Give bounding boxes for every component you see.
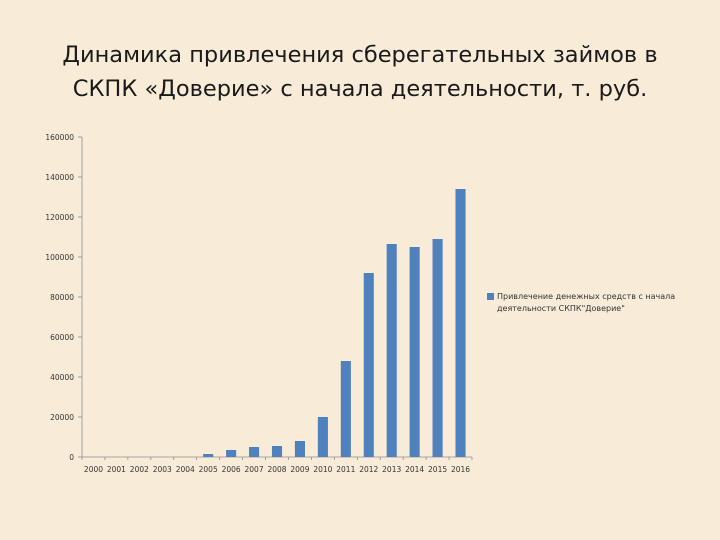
bar — [203, 454, 214, 457]
y-tick-label: 140000 — [45, 173, 74, 182]
x-tick-label: 2009 — [290, 465, 309, 474]
x-tick-label: 2013 — [382, 465, 401, 474]
y-tick-label: 20000 — [50, 413, 74, 422]
x-tick-label: 2015 — [428, 465, 447, 474]
x-tick-label: 2005 — [199, 465, 218, 474]
bar — [386, 244, 397, 457]
y-tick-label: 40000 — [50, 373, 74, 382]
x-tick-label: 2011 — [336, 465, 355, 474]
y-tick-label: 60000 — [50, 333, 74, 342]
bar — [226, 450, 237, 457]
bar — [455, 189, 466, 457]
x-tick-label: 2006 — [222, 465, 241, 474]
y-tick-label: 120000 — [45, 213, 74, 222]
bar — [432, 239, 443, 457]
x-tick-label: 2001 — [107, 465, 126, 474]
slide-title-line-1: Динамика привлечения сберегательных займ… — [62, 42, 658, 68]
slide-title: Динамика привлечения сберегательных займ… — [20, 38, 700, 106]
bar — [271, 446, 283, 457]
bar — [249, 447, 260, 457]
y-tick-label: 80000 — [50, 293, 74, 302]
x-tick-label: 2004 — [176, 465, 195, 474]
slide-title-line-2: СКПК «Доверие» с начала деятельности, т.… — [72, 76, 648, 102]
y-tick-label: 100000 — [45, 253, 74, 262]
x-tick-label: 2008 — [267, 465, 286, 474]
bar — [409, 247, 420, 457]
x-tick-label: 2014 — [405, 465, 424, 474]
x-tick-label: 2010 — [313, 465, 332, 474]
bar — [340, 361, 351, 457]
bar — [317, 417, 328, 457]
bar — [294, 441, 305, 457]
x-tick-label: 2000 — [84, 465, 103, 474]
x-tick-label: 2002 — [130, 465, 149, 474]
x-tick-label: 2003 — [153, 465, 172, 474]
x-tick-label: 2007 — [245, 465, 264, 474]
bar — [363, 273, 374, 457]
y-tick-label: 0 — [69, 453, 74, 462]
y-tick-label: 160000 — [45, 133, 74, 142]
chart-legend: Привлечение денежных средств с начала де… — [487, 291, 712, 315]
x-tick-label: 2016 — [451, 465, 470, 474]
x-tick-label: 2012 — [359, 465, 378, 474]
legend-label: Привлечение денежных средств с начала де… — [497, 292, 676, 313]
legend-swatch — [487, 293, 494, 300]
